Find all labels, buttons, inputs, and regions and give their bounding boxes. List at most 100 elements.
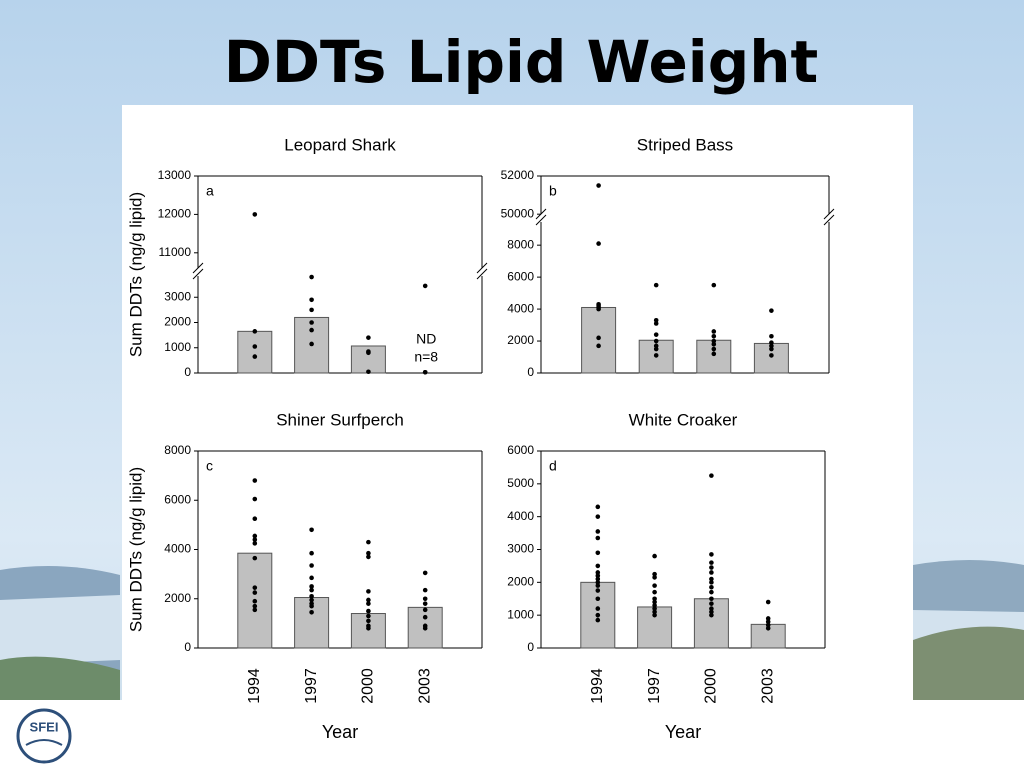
data-point — [252, 541, 258, 546]
data-point — [653, 338, 659, 344]
data-point — [252, 329, 258, 334]
x-tick-label: 1997 — [646, 668, 663, 704]
data-point — [366, 626, 371, 631]
x-tick-label: 1994 — [246, 668, 263, 704]
logo-ring — [16, 708, 72, 764]
bar — [581, 306, 617, 374]
data-point — [252, 537, 258, 542]
data-point — [765, 599, 771, 605]
data-point — [595, 617, 601, 623]
chart-title: Shiner Surfperch — [276, 410, 404, 429]
data-point — [252, 533, 258, 539]
data-point — [309, 609, 314, 615]
y-tick-label: 0 — [527, 640, 534, 654]
data-point — [422, 283, 428, 289]
data-point — [653, 332, 659, 337]
data-point — [769, 343, 774, 349]
data-point — [309, 527, 314, 533]
data-point — [652, 609, 657, 615]
logo-wave — [25, 739, 63, 746]
panel-letter: a — [206, 183, 214, 199]
y-tick-label: 1000 — [507, 607, 534, 621]
data-point — [595, 606, 601, 611]
data-point — [252, 354, 258, 359]
y-tick-label: 11000 — [159, 245, 192, 259]
data-point — [595, 580, 601, 585]
data-point — [709, 596, 714, 602]
data-point — [252, 555, 258, 561]
y-tick-label: 3000 — [164, 289, 191, 303]
data-point — [422, 587, 428, 593]
data-point — [709, 584, 714, 590]
data-point — [653, 343, 659, 349]
data-point — [709, 552, 714, 557]
data-point — [769, 333, 774, 339]
y-tick-label: 6000 — [507, 443, 534, 457]
data-point — [366, 550, 371, 556]
data-point — [652, 553, 657, 559]
data-point — [596, 183, 601, 188]
data-point — [366, 601, 371, 606]
y-tick-label: 2000 — [507, 333, 534, 347]
data-point — [765, 616, 771, 621]
data-point — [366, 554, 371, 560]
data-point — [309, 307, 314, 313]
data-point — [366, 589, 371, 594]
data-point — [422, 596, 428, 602]
data-point — [709, 565, 714, 570]
data-point — [769, 340, 774, 345]
y-tick-label: 4000 — [164, 542, 191, 556]
data-point — [309, 274, 314, 280]
chart-title: Striped Bass — [637, 135, 733, 154]
data-point — [309, 593, 314, 599]
data-point — [711, 338, 717, 344]
data-point — [252, 496, 258, 502]
data-point — [309, 297, 314, 303]
data-point — [422, 369, 428, 375]
data-point — [709, 606, 714, 611]
data-point — [252, 212, 258, 217]
data-point — [596, 241, 601, 246]
data-point — [595, 576, 601, 582]
data-point — [422, 607, 428, 613]
shore — [913, 626, 1024, 700]
y-tick-label: 2000 — [507, 575, 534, 589]
data-point — [595, 504, 601, 510]
data-point — [366, 350, 371, 356]
y-tick-label: 0 — [527, 365, 534, 379]
data-point — [595, 596, 601, 602]
data-point — [709, 580, 714, 585]
data-point — [652, 612, 657, 618]
y-tick-label: 13000 — [158, 168, 192, 182]
y-tick-label: 2000 — [164, 591, 191, 605]
data-point — [709, 570, 714, 575]
data-point — [711, 341, 717, 347]
logo-text: SFEI — [30, 719, 59, 734]
chart-title: Leopard Shark — [284, 135, 396, 154]
data-point — [652, 589, 657, 595]
data-point — [652, 599, 657, 605]
data-point — [309, 341, 314, 347]
x-tick-label: 2003 — [759, 668, 776, 704]
data-point — [309, 320, 314, 325]
data-point — [252, 585, 258, 590]
data-point — [652, 571, 657, 577]
data-point — [309, 587, 314, 593]
y-axis-label: Sum DDTs (ng/g lipid) — [126, 467, 145, 632]
data-point — [252, 590, 258, 595]
data-point — [595, 588, 601, 593]
data-point — [709, 576, 714, 582]
y-tick-label: 0 — [184, 640, 191, 654]
y-tick-label: 6000 — [164, 492, 191, 506]
annotation: n=8 — [414, 349, 438, 365]
x-axis-label: Year — [665, 722, 701, 742]
data-point — [309, 550, 314, 556]
data-point — [309, 327, 314, 333]
bar — [237, 330, 273, 374]
x-tick-label: 2000 — [703, 668, 720, 704]
data-point — [711, 333, 717, 339]
data-point — [596, 306, 601, 312]
shore — [0, 656, 120, 700]
data-point — [769, 353, 774, 358]
data-point — [711, 329, 717, 334]
